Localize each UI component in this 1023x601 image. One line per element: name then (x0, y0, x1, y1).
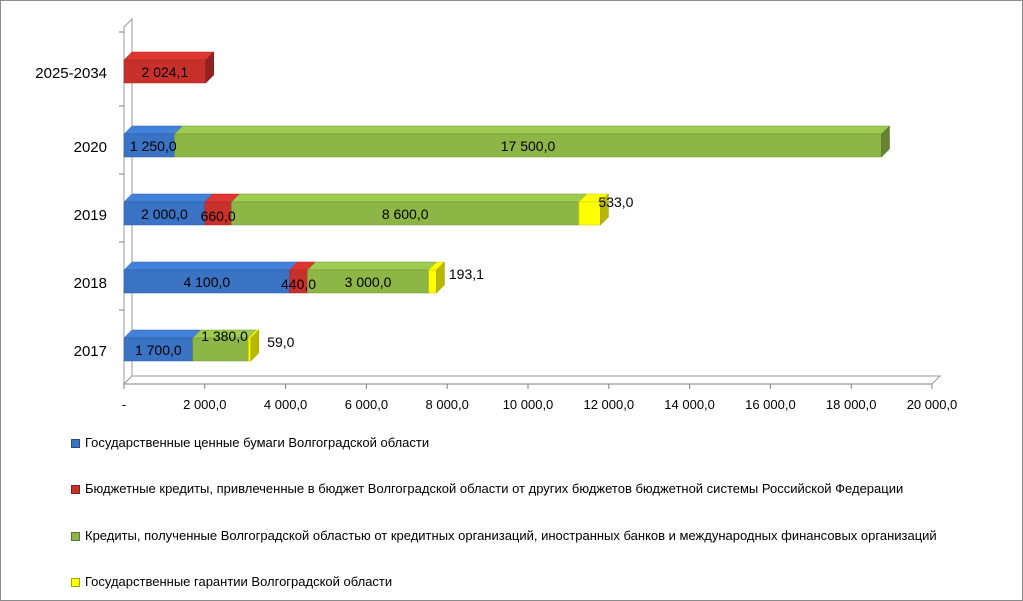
bar-side-face (205, 51, 215, 84)
legend-item-bank-credits: Кредиты, полученные Волгоградской област… (71, 527, 965, 544)
bar-segment (123, 125, 184, 158)
data-label: 1 250,0 (130, 138, 177, 154)
x-tick-label: 14 000,0 (664, 397, 715, 412)
chart-floor (122, 375, 942, 385)
legend-swatch-bank-credits (71, 532, 80, 541)
bar-top-face (173, 125, 891, 135)
data-label: 2 000,0 (141, 206, 188, 222)
legend-swatch-budget-credits (71, 485, 80, 494)
bar-top-face (123, 329, 202, 339)
x-tick-label: 6 000,0 (345, 397, 388, 412)
bar-side-face (600, 193, 609, 226)
legend-swatch-securities (71, 439, 80, 448)
bar-segment (123, 193, 214, 226)
bar-segment (289, 261, 317, 294)
y-category-label: 2020 (74, 139, 107, 156)
data-label: 3 000,0 (345, 274, 392, 290)
legend-label-securities: Государственные ценные бумаги Волгоградс… (85, 435, 430, 450)
bar-segment (428, 261, 446, 294)
bar-segment (204, 193, 241, 226)
legend-item-guarantees: Государственные гарантии Волгоградской о… (71, 573, 965, 590)
bar-top-face (230, 193, 588, 203)
bar-segment (192, 329, 258, 362)
data-label: 59,0 (267, 334, 294, 350)
bar-chart: - 2 000,0 4 000,0 6 000,0 8 000,0 10 000,0 12 … (35, 17, 958, 412)
legend-item-securities: Государственные ценные бумаги Волгоградс… (71, 434, 965, 451)
data-label: 660,0 (201, 208, 236, 224)
bar-top-face (123, 51, 215, 61)
x-tick-label: 18 000,0 (826, 397, 877, 412)
data-label: 8 600,0 (382, 206, 429, 222)
y-category-label: 2018 (74, 275, 107, 292)
legend-label-budget-credits: Бюджетные кредиты, привлеченные в бюджет… (85, 481, 904, 496)
x-tick-label: 12 000,0 (583, 397, 634, 412)
bar-top-face (123, 125, 184, 135)
x-tick-label: - (122, 397, 126, 412)
x-tick-label: 4 000,0 (264, 397, 307, 412)
chart-axes: - 2 000,0 4 000,0 6 000,0 8 000,0 10 000,0 12 … (35, 17, 958, 412)
chart-data-labels: 1 700,0 1 380,0 59,0 4 100,0 440,0 3 000,0 193… (130, 64, 634, 358)
bar-side-face (436, 261, 445, 294)
x-tick-label: 10 000,0 (503, 397, 554, 412)
data-label: 1 700,0 (135, 342, 182, 358)
x-tick-label: 8 000,0 (426, 397, 469, 412)
bar-top-face (123, 193, 214, 203)
legend-swatch-guarantees (71, 578, 80, 587)
bar-top-face (306, 261, 438, 271)
data-label: 4 100,0 (183, 274, 230, 290)
data-label: 440,0 (281, 276, 316, 292)
bar-segment (247, 329, 260, 362)
bar-front-face (578, 201, 601, 226)
y-category-label: 2017 (74, 343, 107, 360)
legend-item-budget-credits: Бюджетные кредиты, привлеченные в бюджет… (71, 480, 965, 497)
data-label: 533,0 (598, 194, 633, 210)
bar-top-face (123, 261, 299, 271)
bar-segment (123, 329, 202, 362)
data-label: 17 500,0 (501, 138, 556, 154)
legend-label-guarantees: Государственные гарантии Волгоградской о… (85, 574, 393, 589)
bar-front-face (248, 337, 252, 362)
data-label: 1 380,0 (201, 328, 248, 344)
x-tick-label: 20 000,0 (907, 397, 958, 412)
bar-side-face (881, 125, 890, 158)
data-label: 193,1 (449, 266, 484, 282)
bar-front-face (428, 269, 437, 294)
y-category-label: 2025-2034 (35, 65, 107, 82)
bar-segment (123, 51, 215, 84)
x-tick-label: 16 000,0 (745, 397, 796, 412)
chart-bars (123, 51, 891, 362)
bar-segment (578, 193, 610, 226)
legend-label-bank-credits: Кредиты, полученные Волгоградской област… (85, 528, 937, 543)
bar-side-face (250, 329, 260, 362)
bar-segment (173, 125, 891, 158)
bar-segment (230, 193, 588, 226)
bar-segment (306, 261, 438, 294)
x-tick-label: 2 000,0 (183, 397, 226, 412)
y-category-label: 2019 (74, 207, 107, 224)
data-label: 2 024,1 (142, 64, 189, 80)
